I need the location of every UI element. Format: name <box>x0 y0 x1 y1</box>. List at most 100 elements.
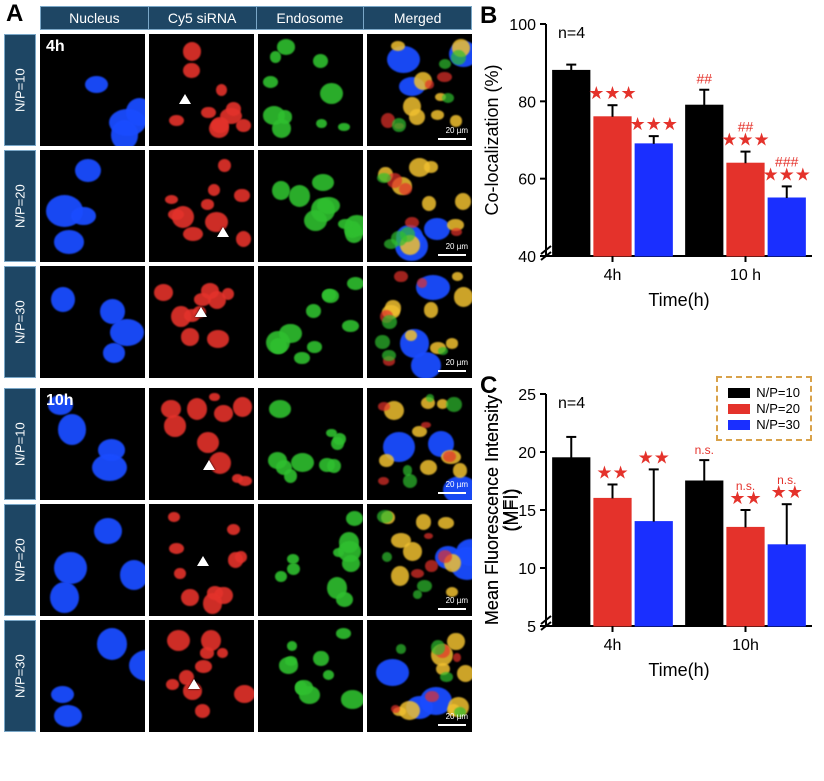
microscopy-cell <box>40 150 145 262</box>
arrowhead-icon <box>217 227 229 237</box>
microscopy-cell <box>149 34 254 146</box>
legend-item: N/P=10 <box>728 385 800 400</box>
panel-a-column-headers: Nucleus Cy5 siRNA Endosome Merged <box>40 6 472 30</box>
col-header-endosome: Endosome <box>257 6 365 30</box>
legend-swatch <box>728 388 750 398</box>
microscopy-cell <box>258 266 363 378</box>
svg-text:★★: ★★ <box>596 463 628 483</box>
svg-text:5: 5 <box>527 619 536 636</box>
svg-text:10h: 10h <box>732 637 759 654</box>
col-header-cy5: Cy5 siRNA <box>149 6 257 30</box>
svg-text:n=4: n=4 <box>558 25 585 42</box>
time-section: N/P=10 10h N/P=20 N/P=30 <box>4 388 472 732</box>
svg-text:n=4: n=4 <box>558 395 585 412</box>
svg-text:★★★: ★★★ <box>763 164 811 184</box>
svg-text:★★: ★★ <box>729 488 761 508</box>
svg-text:★★★: ★★★ <box>588 83 636 103</box>
arrowhead-icon <box>188 679 200 689</box>
col-header-nucleus: Nucleus <box>40 6 149 30</box>
legend-swatch <box>728 404 750 414</box>
col-header-merged: Merged <box>364 6 472 30</box>
chart-b: 406080100Co-localization (%)4h10 hTime(h… <box>480 6 820 316</box>
scalebar <box>438 254 466 256</box>
svg-text:25: 25 <box>518 387 536 404</box>
legend-item: N/P=30 <box>728 417 800 432</box>
row-label: N/P=10 <box>4 34 36 146</box>
microscopy-cell <box>367 620 472 732</box>
microscopy-cell <box>149 150 254 262</box>
panel-a: A Nucleus Cy5 siRNA Endosome Merged N/P=… <box>4 6 472 777</box>
image-row: N/P=10 4h <box>4 34 472 146</box>
svg-text:40: 40 <box>518 249 536 266</box>
arrowhead-icon <box>179 94 191 104</box>
image-row: N/P=30 <box>4 266 472 378</box>
image-row: N/P=20 <box>4 504 472 616</box>
svg-text:20: 20 <box>518 445 536 462</box>
svg-text:n.s.: n.s. <box>695 443 714 457</box>
scalebar <box>438 138 466 140</box>
svg-text:60: 60 <box>518 172 536 189</box>
svg-text:80: 80 <box>518 94 536 111</box>
arrowhead-icon <box>197 556 209 566</box>
svg-text:★★: ★★ <box>638 447 670 467</box>
svg-text:##: ## <box>696 71 712 87</box>
microscopy-cell: 4h <box>40 34 145 146</box>
row-label: N/P=30 <box>4 266 36 378</box>
svg-text:10 h: 10 h <box>730 267 761 284</box>
microscopy-cell <box>40 266 145 378</box>
svg-text:★★: ★★ <box>771 482 803 502</box>
image-row: N/P=20 <box>4 150 472 262</box>
microscopy-cell <box>40 620 145 732</box>
time-tag: 10h <box>46 392 74 410</box>
arrowhead-icon <box>203 460 215 470</box>
row-label: N/P=10 <box>4 388 36 500</box>
chart-legend: N/P=10 N/P=20 N/P=30 <box>716 376 812 441</box>
microscopy-cell <box>258 150 363 262</box>
panel-c-wrap: C N/P=10 N/P=20 N/P=30 510152025Mean Flu… <box>480 376 820 777</box>
svg-text:★★★: ★★★ <box>721 130 769 150</box>
row-label: N/P=20 <box>4 504 36 616</box>
svg-text:(MFI): (MFI) <box>502 489 522 532</box>
legend-label: N/P=10 <box>756 385 800 400</box>
legend-item: N/P=20 <box>728 401 800 416</box>
microscopy-cell <box>149 388 254 500</box>
svg-text:★★★: ★★★ <box>630 114 678 134</box>
image-row: N/P=30 <box>4 620 472 732</box>
svg-text:4h: 4h <box>604 637 622 654</box>
microscopy-cell <box>367 504 472 616</box>
svg-text:Time(h): Time(h) <box>648 290 709 310</box>
panel-b-label: B <box>480 2 497 30</box>
scalebar <box>438 492 466 494</box>
microscopy-cell <box>258 34 363 146</box>
panel-c-label: C <box>480 372 497 400</box>
microscopy-cell <box>367 150 472 262</box>
legend-label: N/P=20 <box>756 401 800 416</box>
svg-text:Co-localization (%): Co-localization (%) <box>482 64 502 215</box>
svg-text:4h: 4h <box>604 267 622 284</box>
panel-b-wrap: B 406080100Co-localization (%)4h10 hTime… <box>480 6 820 376</box>
panel-a-label: A <box>6 0 23 28</box>
svg-text:10: 10 <box>518 561 536 578</box>
panel-a-grid: N/P=10 4h N/P=20 N/P=30 N/P=10 10h N/P=20 N/P=3… <box>4 34 472 732</box>
microscopy-cell <box>258 620 363 732</box>
arrowhead-icon <box>195 307 207 317</box>
microscopy-cell <box>367 388 472 500</box>
microscopy-cell <box>258 388 363 500</box>
svg-text:Mean Fluorescence Intensity: Mean Fluorescence Intensity <box>482 395 502 625</box>
scalebar <box>438 724 466 726</box>
microscopy-cell <box>149 266 254 378</box>
microscopy-cell <box>149 620 254 732</box>
scalebar <box>438 608 466 610</box>
right-column: B 406080100Co-localization (%)4h10 hTime… <box>472 6 820 777</box>
microscopy-cell <box>367 34 472 146</box>
microscopy-cell: 10h <box>40 388 145 500</box>
microscopy-cell <box>258 504 363 616</box>
time-tag: 4h <box>46 38 65 56</box>
time-section: N/P=10 4h N/P=20 N/P=30 <box>4 34 472 378</box>
microscopy-cell <box>367 266 472 378</box>
figure-wrap: A Nucleus Cy5 siRNA Endosome Merged N/P=… <box>0 0 824 781</box>
microscopy-cell <box>40 504 145 616</box>
legend-swatch <box>728 420 750 430</box>
svg-text:Time(h): Time(h) <box>648 660 709 680</box>
scalebar <box>438 370 466 372</box>
